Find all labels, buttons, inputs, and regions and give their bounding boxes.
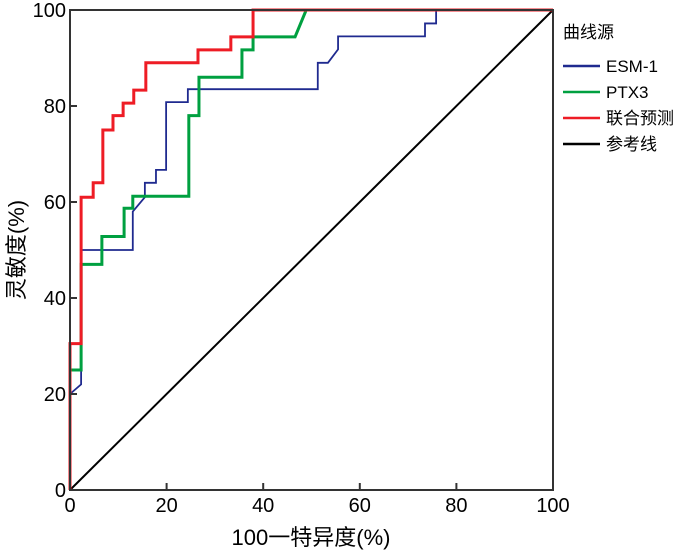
legend-label: 联合预测 bbox=[606, 109, 674, 128]
y-tick-label: 80 bbox=[44, 96, 66, 118]
y-tick-label: 0 bbox=[55, 480, 66, 502]
legend-label: ESM-1 bbox=[606, 57, 658, 76]
legend-title: 曲线源 bbox=[563, 23, 614, 42]
y-tick-label: 100 bbox=[33, 0, 66, 22]
legend-label: PTX3 bbox=[606, 83, 649, 102]
y-tick-label: 60 bbox=[44, 192, 66, 214]
x-tick-label: 40 bbox=[252, 495, 274, 517]
x-tick-label: 0 bbox=[64, 495, 75, 517]
x-axis-label: 100一特异度(%) bbox=[232, 525, 391, 550]
x-tick-label: 20 bbox=[155, 495, 177, 517]
series-line-3 bbox=[69, 9, 554, 491]
y-axis-label: 灵敏度(%) bbox=[4, 200, 29, 300]
legend-label: 参考线 bbox=[606, 135, 657, 154]
series-line-0 bbox=[69, 9, 553, 490]
plot-frame bbox=[69, 9, 554, 491]
x-tick-label: 60 bbox=[349, 495, 371, 517]
x-tick-label: 80 bbox=[445, 495, 467, 517]
y-tick-label: 40 bbox=[44, 288, 66, 310]
y-tick-label: 20 bbox=[44, 384, 66, 406]
series-line-2 bbox=[68, 8, 553, 490]
series-line-1 bbox=[68, 8, 553, 490]
x-tick-label: 100 bbox=[536, 495, 569, 517]
